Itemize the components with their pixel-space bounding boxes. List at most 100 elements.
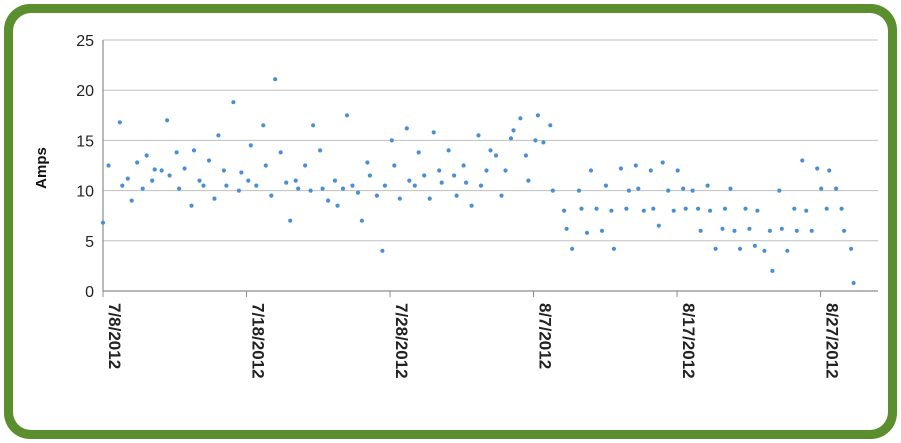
y-tick-label: 25 [76, 33, 94, 50]
data-point [212, 196, 217, 201]
data-point [407, 178, 412, 183]
data-point [523, 153, 529, 158]
x-tick-label: 8/17/2012 [679, 303, 698, 379]
data-points [100, 77, 856, 286]
data-point [824, 206, 829, 211]
data-point [332, 178, 338, 183]
data-point [815, 166, 820, 171]
data-point [454, 193, 459, 198]
data-point [446, 148, 451, 153]
data-point [382, 183, 387, 188]
data-point [263, 163, 268, 168]
data-point [284, 180, 289, 185]
axes [102, 40, 878, 297]
data-point [690, 188, 695, 193]
gridlines [103, 39, 878, 242]
data-point [743, 206, 748, 211]
data-point [303, 163, 308, 168]
data-point [231, 100, 236, 105]
data-point [698, 228, 703, 233]
data-point [397, 196, 402, 201]
data-point [340, 186, 346, 191]
chart-panel [13, 13, 888, 430]
data-point [165, 118, 170, 123]
data-point [261, 123, 266, 128]
data-point [106, 163, 111, 168]
data-point [755, 208, 760, 213]
data-point [365, 160, 370, 165]
data-point [367, 173, 372, 178]
data-point [416, 150, 421, 155]
x-tick-label: 8/27/2012 [823, 303, 842, 379]
x-tick-label: 7/8/2012 [105, 303, 124, 369]
y-axis-label: Amps [33, 147, 50, 189]
data-point [762, 248, 767, 253]
data-point [100, 220, 106, 225]
data-point [603, 183, 609, 188]
data-point [488, 148, 493, 153]
data-point [728, 186, 733, 191]
data-point [737, 246, 743, 251]
data-point [511, 128, 516, 133]
data-point [452, 173, 457, 178]
data-point [503, 168, 508, 173]
data-point [584, 230, 590, 235]
y-tick-label: 10 [76, 184, 94, 201]
data-point [355, 190, 361, 195]
data-point [150, 178, 155, 183]
data-point [335, 203, 340, 208]
data-point [427, 196, 432, 201]
data-point [177, 186, 182, 191]
data-point [404, 126, 409, 131]
data-point [239, 170, 244, 175]
data-point [683, 206, 688, 211]
data-point [326, 198, 331, 203]
y-tick-label: 0 [85, 284, 94, 301]
data-point [439, 180, 444, 185]
data-point [570, 246, 575, 251]
data-point [152, 167, 157, 172]
data-point [770, 268, 775, 273]
data-point [809, 228, 814, 233]
data-point [201, 183, 206, 188]
data-point [422, 173, 427, 178]
data-point [308, 188, 313, 193]
data-point [461, 163, 466, 168]
data-point [720, 226, 725, 231]
data-point [499, 193, 504, 198]
data-point [599, 228, 605, 233]
data-point [344, 113, 350, 118]
data-point [533, 138, 538, 143]
data-point [705, 183, 710, 188]
data-point [576, 188, 582, 193]
data-point [562, 208, 567, 213]
data-point [159, 168, 164, 173]
data-point [278, 150, 283, 155]
data-point [140, 186, 145, 191]
data-point [541, 140, 546, 145]
data-point [609, 208, 614, 213]
y-tick-label: 20 [76, 83, 94, 100]
data-point [747, 226, 752, 231]
data-point [752, 243, 758, 248]
data-point [794, 228, 799, 233]
data-point [350, 183, 355, 188]
data-point [273, 77, 278, 82]
data-point [611, 246, 617, 251]
data-point [431, 130, 436, 135]
data-point [708, 208, 713, 213]
data-point [412, 183, 417, 188]
data-point [767, 228, 773, 233]
data-point [518, 116, 523, 121]
data-point [732, 228, 737, 233]
y-tick-labels: 0 5 10 15 20 25 [76, 33, 94, 301]
data-point [120, 183, 125, 188]
data-point [224, 183, 229, 188]
data-point [125, 176, 130, 181]
data-point [206, 158, 212, 163]
data-point [493, 153, 499, 158]
data-point [681, 186, 686, 191]
data-point [641, 208, 646, 213]
data-point [236, 188, 241, 193]
